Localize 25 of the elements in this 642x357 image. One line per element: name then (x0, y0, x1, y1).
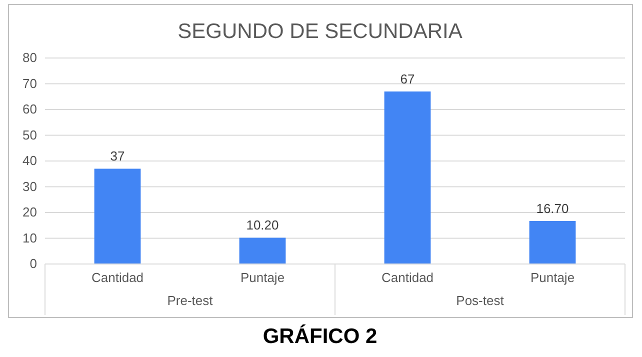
y-tick-label: 0 (30, 256, 37, 272)
text: Pos-test (456, 293, 504, 308)
text: GRÁFICO 2 (262, 324, 378, 348)
bar (239, 238, 286, 264)
y-tick-label: 30 (22, 178, 37, 194)
x-tick-label: Cantidad (381, 270, 434, 286)
y-tick-label: 70 (22, 76, 37, 91)
data-label: 10.20 (246, 218, 279, 233)
y-tick-label: 40 (22, 153, 37, 168)
y-tick-label: 20 (22, 204, 37, 220)
chart-title: SEGUNDO DE SECUNDARIA (178, 20, 462, 43)
text: Pre-test (167, 293, 214, 308)
bar (529, 220, 576, 264)
y-tick-label: 80 (22, 50, 37, 66)
y-tick-label: 10 (22, 230, 37, 246)
y-tick-label: 60 (22, 102, 37, 117)
y-tick-label: 50 (22, 127, 37, 142)
x-tick-label: Puntaje (530, 270, 575, 286)
x-tick-label: Puntaje (240, 270, 285, 286)
bar (384, 91, 431, 264)
x-tick-label: Cantidad (91, 270, 144, 286)
data-label: 67 (400, 71, 415, 86)
bar (94, 168, 141, 264)
data-label: 37 (110, 148, 125, 164)
data-label: 16.70 (536, 200, 569, 216)
